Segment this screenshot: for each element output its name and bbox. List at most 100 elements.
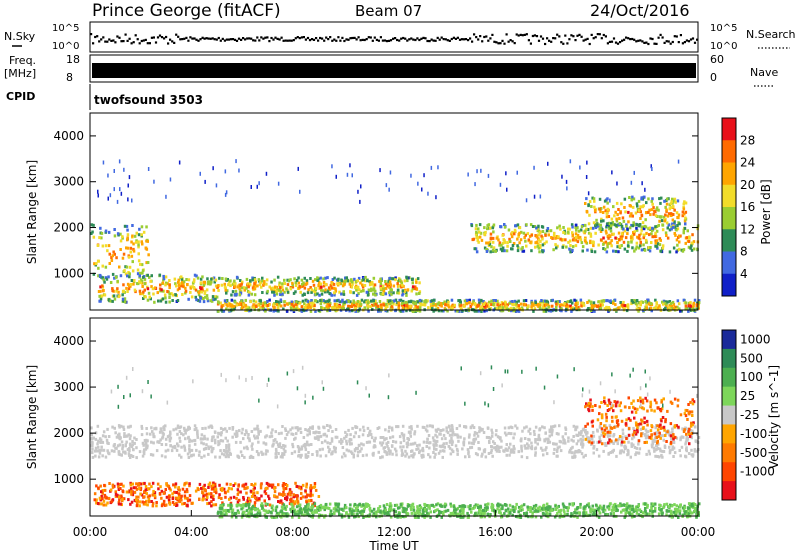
velocity-echo-cell xyxy=(386,513,389,517)
velocity-echo-cell xyxy=(382,446,385,450)
velocity-echo-cell xyxy=(146,503,149,507)
power-echo-cell xyxy=(545,229,549,233)
velocity-echo-cell xyxy=(97,445,100,449)
velocity-echo-cell xyxy=(125,490,129,494)
velocity-echo-cell xyxy=(213,490,216,493)
velocity-echo-cell xyxy=(630,444,633,448)
power-echo-cell xyxy=(665,304,668,308)
velocity-echo-cell xyxy=(238,498,241,502)
velocity-echo-cell xyxy=(650,443,654,447)
power-echo-cell xyxy=(197,293,201,297)
velocity-echo-cell xyxy=(361,433,365,437)
power-echo-cell xyxy=(297,286,301,290)
velocity-echo-cell xyxy=(392,440,395,443)
velocity-echo-cell xyxy=(172,428,175,432)
velocity-echo-cell xyxy=(263,499,266,503)
velocity-echo-cell xyxy=(209,445,213,449)
power-echo-cell xyxy=(113,252,116,256)
velocity-echo-cell xyxy=(387,449,391,453)
power-echo-cell xyxy=(159,283,162,287)
power-echo-cell xyxy=(385,302,388,306)
power-echo-cell xyxy=(126,246,130,250)
power-echo-cell xyxy=(198,299,202,303)
velocity-echo-cell xyxy=(98,496,102,500)
velocity-echo-cell xyxy=(141,454,145,458)
power-echo-cell xyxy=(350,285,354,289)
power-echo-cell xyxy=(651,197,654,201)
power-echo-cell xyxy=(650,302,653,306)
velocity-echo-cell xyxy=(297,501,300,505)
power-echo-cell xyxy=(406,288,409,292)
velocity-echo-cell xyxy=(123,432,126,436)
velocity-echo-cell xyxy=(156,440,159,444)
power-echo-cell xyxy=(671,300,675,304)
power-colorbar-tick: 8 xyxy=(740,245,748,259)
power-echo-cell xyxy=(399,278,402,282)
power-echo-cell xyxy=(501,233,504,237)
nsky-sample xyxy=(363,38,366,42)
power-echo-cell xyxy=(564,238,567,242)
velocity-echo-cell xyxy=(224,436,227,440)
power-echo-cell xyxy=(635,302,638,306)
power-echo-cell xyxy=(492,299,495,302)
nsky-sample xyxy=(282,39,285,42)
velocity-echo-cell xyxy=(582,455,585,459)
power-echo-cell xyxy=(590,205,593,208)
power-echo-cell xyxy=(311,279,315,283)
velocity-echo-cell xyxy=(427,434,431,437)
velocity-echo-cell xyxy=(102,503,105,507)
power-echo-cell xyxy=(586,160,588,165)
power-echo-cell xyxy=(179,282,182,286)
power-echo-cell xyxy=(523,236,526,240)
power-echo-cell xyxy=(588,200,592,204)
nsky-sample xyxy=(503,42,506,45)
power-echo-cell xyxy=(522,231,526,235)
power-echo-cell xyxy=(340,279,344,283)
power-echo-cell xyxy=(414,278,418,282)
power-echo-cell xyxy=(642,204,645,208)
power-echo-cell xyxy=(378,300,382,303)
power-echo-cell xyxy=(171,293,175,297)
velocity-echo-cell xyxy=(671,427,674,431)
velocity-echo-cell xyxy=(323,439,327,443)
power-echo-cell xyxy=(639,232,643,236)
power-echo-cell xyxy=(477,298,481,302)
power-echo-cell xyxy=(585,175,588,179)
power-echo-cell xyxy=(320,285,323,289)
velocity-echo-cell xyxy=(281,455,284,459)
velocity-echo-cell xyxy=(366,426,370,430)
power-echo-cell xyxy=(322,277,325,281)
power-echo-cell xyxy=(543,299,546,303)
power-echo-cell xyxy=(613,214,616,218)
power-echo-cell xyxy=(510,235,514,239)
power-echo-cell xyxy=(544,307,547,311)
nsky-sample xyxy=(669,42,672,45)
power-echo-cell xyxy=(156,291,159,295)
power-echo-cell xyxy=(238,168,240,173)
power-echo-cell xyxy=(313,304,316,308)
power-echo-cell xyxy=(254,305,258,308)
velocity-echo-cell xyxy=(265,434,268,438)
velocity-echo-cell xyxy=(100,448,103,452)
power-echo-cell xyxy=(209,299,213,303)
power-echo-cell xyxy=(543,303,547,307)
power-echo-cell xyxy=(337,282,341,286)
power-echo-cell xyxy=(637,246,640,250)
velocity-echo-cell xyxy=(331,450,334,454)
nsky-sample xyxy=(507,40,510,43)
velocity-echo-cell xyxy=(448,446,452,450)
velocity-echo-cell xyxy=(428,455,432,459)
power-echo-cell xyxy=(689,304,692,308)
power-echo-cell xyxy=(138,280,141,284)
velocity-echo-cell xyxy=(618,451,622,455)
velocity-echo-cell xyxy=(175,501,178,505)
power-echo-cell xyxy=(249,279,252,283)
velocity-echo-cell xyxy=(409,434,412,438)
velocity-echo-cell xyxy=(241,454,244,457)
power-echo-cell xyxy=(416,300,420,304)
power-echo-cell xyxy=(639,303,642,306)
power-echo-cell xyxy=(184,289,188,293)
velocity-echo-cell xyxy=(571,513,574,517)
power-echo-cell xyxy=(642,243,645,247)
velocity-echo-cell xyxy=(345,435,348,439)
